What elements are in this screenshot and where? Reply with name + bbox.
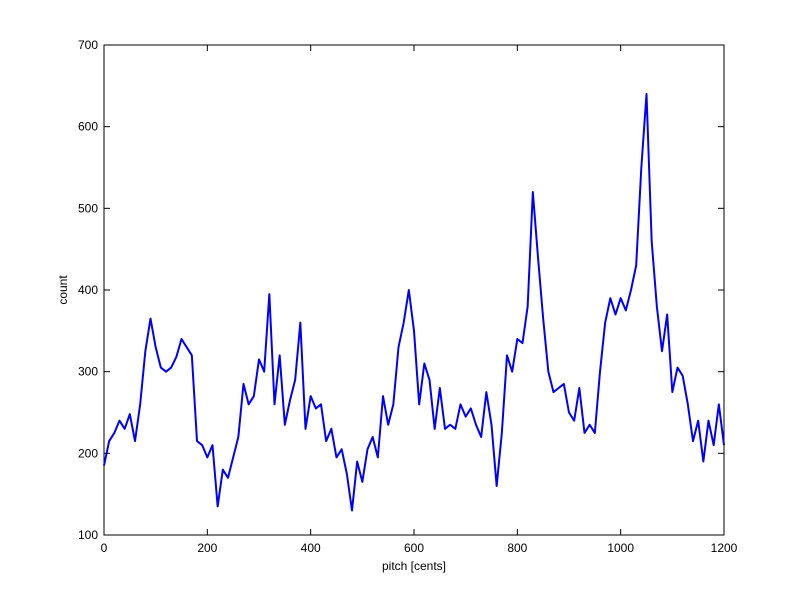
y-tick-label: 300 <box>78 365 98 379</box>
y-tick-label: 200 <box>78 446 98 460</box>
x-tick-label: 800 <box>507 541 527 555</box>
y-tick-label: 600 <box>78 120 98 134</box>
data-line <box>103 93 725 512</box>
plot-frame <box>103 44 725 536</box>
x-tick-label: 600 <box>404 541 424 555</box>
x-axis-label: pitch [cents] <box>382 559 446 573</box>
y-tick-label: 700 <box>78 38 98 52</box>
x-tick-label: 0 <box>101 541 108 555</box>
x-tick-label: 200 <box>197 541 217 555</box>
y-tick-label: 400 <box>78 283 98 297</box>
x-tick-label: 1000 <box>607 541 634 555</box>
y-axis-label: count <box>56 275 70 305</box>
y-tick-label: 500 <box>78 201 98 215</box>
x-tick-label: 400 <box>301 541 321 555</box>
x-tick-label: 1200 <box>711 541 738 555</box>
y-tick-label: 100 <box>78 528 98 542</box>
